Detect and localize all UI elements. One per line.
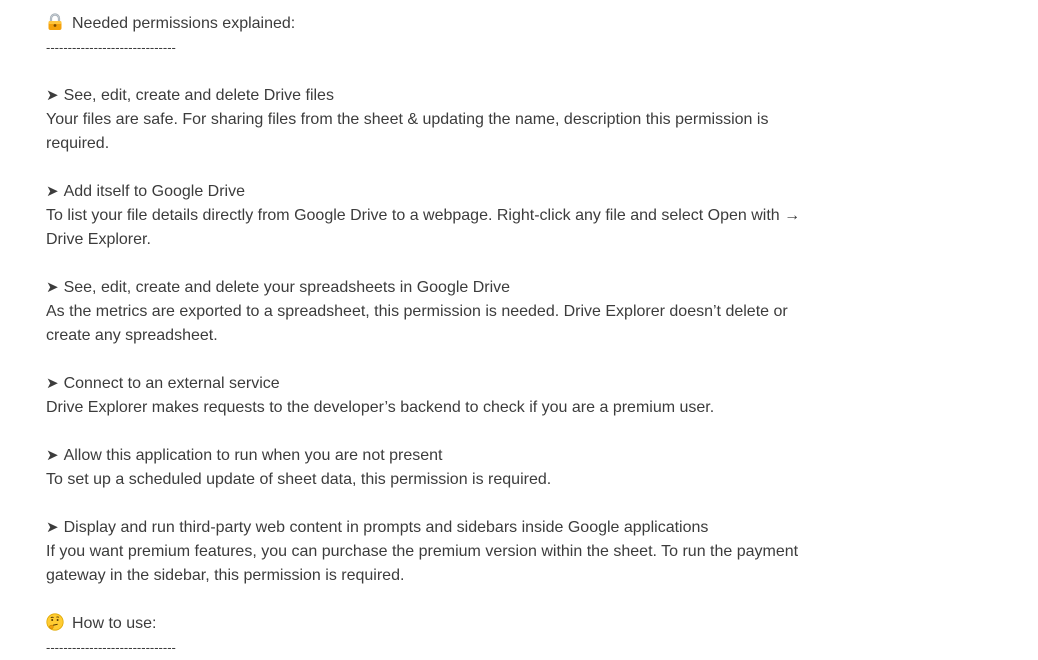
permission-title: ➤ Allow this application to run when you … xyxy=(46,444,826,468)
permission-title: ➤ Add itself to Google Drive xyxy=(46,180,826,204)
permission-title: ➤ See, edit, create and delete your sprea… xyxy=(46,276,826,300)
permissions-heading-text: Needed permissions explained: xyxy=(72,15,296,32)
section-divider: ------------------------------ xyxy=(46,640,176,655)
permission-title-text: Display and run third-party web content … xyxy=(63,519,709,536)
arrow-bullet-icon: ➤ xyxy=(46,447,59,464)
spacer xyxy=(46,156,826,180)
permission-title: ➤ See, edit, create and delete Drive file… xyxy=(46,84,826,108)
arrow-bullet-icon: ➤ xyxy=(46,519,59,536)
permission-description-line: gateway in the sidebar, this permission … xyxy=(46,567,405,584)
spacer xyxy=(46,348,826,372)
permission-description-line: If you want premium features, you can pu… xyxy=(46,543,799,560)
thinking-face-icon xyxy=(46,613,64,631)
permission-description-line: Drive Explorer makes requests to the dev… xyxy=(46,399,715,416)
permission-description-line: Your files are safe. For sharing files f… xyxy=(46,111,769,128)
arrow-bullet-icon: ➤ xyxy=(46,183,59,200)
permission-title-text: See, edit, create and delete your spread… xyxy=(63,279,511,296)
spacer xyxy=(46,420,826,444)
permissions-list: ➤ See, edit, create and delete Drive file… xyxy=(46,60,826,612)
permission-description-line: Drive Explorer. xyxy=(46,231,151,248)
spacer xyxy=(46,252,826,276)
permission-title-text: Add itself to Google Drive xyxy=(63,183,245,200)
permission-description-line: To set up a scheduled update of sheet da… xyxy=(46,471,552,488)
description-content: Needed permissions explained: ----------… xyxy=(46,12,826,660)
permissions-heading: Needed permissions explained: xyxy=(46,12,826,36)
spacer xyxy=(46,492,826,516)
section-divider: ------------------------------ xyxy=(46,40,176,55)
permission-title-text: Allow this application to run when you a… xyxy=(63,447,443,464)
arrow-bullet-icon: ➤ xyxy=(46,279,59,296)
permission-title: ➤ Connect to an external service xyxy=(46,372,826,396)
how-to-use-heading: How to use: xyxy=(46,612,826,636)
how-to-use-heading-text: How to use: xyxy=(72,615,157,632)
arrow-bullet-icon: ➤ xyxy=(46,87,59,104)
spacer xyxy=(46,60,826,84)
permission-description-line: create any spreadsheet. xyxy=(46,327,218,344)
permission-description-line: required. xyxy=(46,135,110,152)
spacer xyxy=(46,588,826,612)
lock-icon xyxy=(48,13,62,30)
permission-description-line: As the metrics are exported to a spreads… xyxy=(46,303,788,320)
permission-title: ➤ Display and run third-party web content… xyxy=(46,516,826,540)
permission-description-line: To list your file details directly from … xyxy=(46,207,801,224)
permission-title-text: Connect to an external service xyxy=(63,375,280,392)
permission-title-text: See, edit, create and delete Drive files xyxy=(63,87,334,104)
arrow-bullet-icon: ➤ xyxy=(46,375,59,392)
